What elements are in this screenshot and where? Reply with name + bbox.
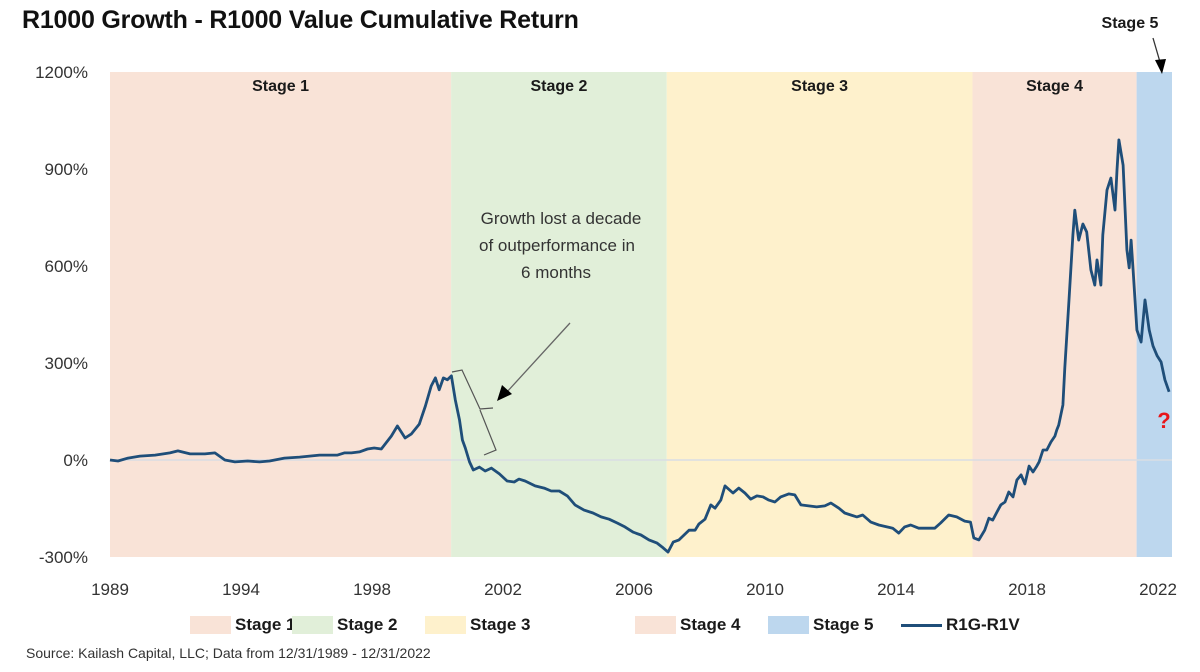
stage-band-3: [666, 72, 973, 557]
y-tick-label: 600%: [45, 257, 88, 276]
x-axis-ticks: 1989 1994 1998 2002 2006 2010 2014 2018 2022: [91, 580, 1177, 599]
x-tick-label: 2006: [615, 580, 653, 599]
legend-label: Stage 1: [235, 615, 296, 634]
x-tick-label: 1989: [91, 580, 129, 599]
stage5-arrow-head: [1155, 59, 1166, 74]
stage-band-1: [110, 72, 452, 557]
stage5-callout-label: Stage 5: [1102, 15, 1159, 32]
series-line-r1g-r1v: [109, 138, 1171, 554]
stage-label-4: Stage 4: [1026, 78, 1083, 95]
callout-line-2: of outperformance in: [479, 236, 635, 255]
legend-line-series: [901, 623, 942, 627]
y-tick-label: 0%: [63, 451, 88, 470]
callout-arrow-line: [505, 322, 571, 394]
stage-labels: Stage 1 Stage 2 Stage 3 Stage 4: [252, 78, 1083, 95]
drop-bracket: [451, 369, 497, 456]
legend-swatch-stage-3: [425, 616, 466, 634]
stage-bands: [110, 72, 1172, 557]
legend-swatch-stage-5: [768, 616, 809, 634]
x-tick-label: 1994: [222, 580, 260, 599]
stage-band-2: [451, 72, 667, 557]
series-group: [109, 138, 1171, 554]
legend: Stage 1 Stage 2 Stage 3 Stage 4 Stage 5 …: [0, 611, 1200, 639]
stage-label-3: Stage 3: [791, 78, 848, 95]
x-tick-label: 2002: [484, 580, 522, 599]
legend-item-stage-5: Stage 5: [768, 611, 873, 639]
legend-swatch-stage-1: [190, 616, 231, 634]
callout-line-3: 6 months: [521, 263, 591, 282]
legend-label: Stage 4: [680, 615, 741, 634]
x-tick-label: 1998: [353, 580, 391, 599]
chart-plot: 1200% 900% 600% 300% 0% -300% 1989 1994 1998 200…: [35, 15, 1177, 599]
callout-arrow-head: [497, 385, 512, 401]
y-axis-ticks: 1200% 900% 600% 300% 0% -300%: [35, 63, 88, 567]
stage-label-1: Stage 1: [252, 78, 309, 95]
callout-line-1: Growth lost a decade: [481, 209, 642, 228]
legend-label: R1G-R1V: [946, 615, 1020, 634]
legend-item-stage-2: Stage 2: [292, 611, 397, 639]
y-tick-label: 1200%: [35, 63, 88, 82]
y-tick-label: 900%: [45, 160, 88, 179]
legend-swatch-stage-4: [635, 616, 676, 634]
annotations: Growth lost a decade of outperformance i…: [451, 15, 1171, 456]
legend-label: Stage 3: [470, 615, 531, 634]
legend-label: Stage 5: [813, 615, 874, 634]
stage-band-4: [972, 72, 1137, 557]
stage5-arrow-line: [1152, 37, 1161, 63]
y-tick-label: -300%: [39, 548, 88, 567]
legend-label: Stage 2: [337, 615, 398, 634]
x-tick-label: 2018: [1008, 580, 1046, 599]
x-tick-label: 2022: [1139, 580, 1177, 599]
legend-item-series: R1G-R1V: [901, 611, 1020, 639]
legend-swatch-stage-2: [292, 616, 333, 634]
stage-band-5: [1136, 72, 1172, 557]
stage-label-2: Stage 2: [530, 78, 587, 95]
legend-item-stage-1: Stage 1: [190, 611, 295, 639]
y-tick-label: 300%: [45, 354, 88, 373]
source-note: Source: Kailash Capital, LLC; Data from …: [26, 645, 431, 661]
chart-title: R1000 Growth - R1000 Value Cumulative Re…: [22, 6, 579, 34]
legend-item-stage-4: Stage 4: [635, 611, 740, 639]
x-tick-label: 2014: [877, 580, 915, 599]
x-tick-label: 2010: [746, 580, 784, 599]
question-mark: ?: [1157, 408, 1170, 433]
legend-item-stage-3: Stage 3: [425, 611, 530, 639]
